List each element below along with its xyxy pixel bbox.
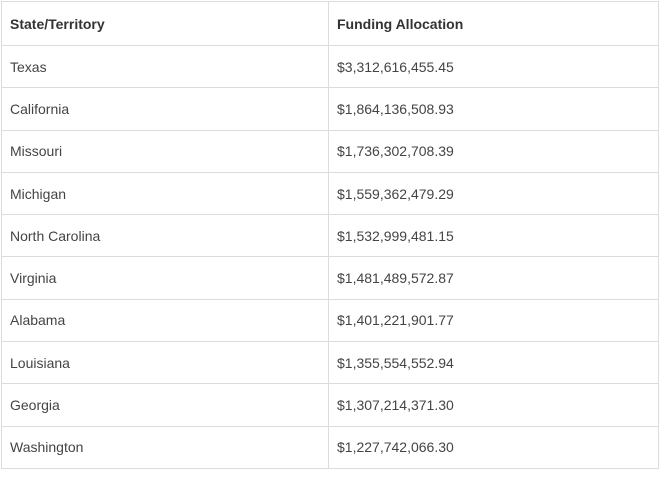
- table-row: Missouri $1,736,302,708.39: [1, 129, 659, 173]
- header-row: State/Territory Funding Allocation: [1, 1, 659, 46]
- state-cell: Louisiana: [1, 341, 329, 385]
- header-cell: State/Territory: [1, 1, 329, 46]
- state-cell: Virginia: [1, 256, 329, 300]
- state-cell: North Carolina: [1, 214, 329, 258]
- table-row: Virginia $1,481,489,572.87: [1, 256, 659, 300]
- state-cell: Georgia: [1, 383, 329, 427]
- state-cell: Michigan: [1, 171, 329, 216]
- table-row: California $1,864,136,508.93: [1, 87, 659, 131]
- table-row: Georgia $1,307,214,371.30: [1, 383, 659, 427]
- funding-cell: $1,559,362,479.29: [328, 171, 659, 216]
- table-row: Alabama $1,401,221,901.77: [1, 298, 659, 343]
- state-cell: Alabama: [1, 298, 329, 343]
- state-cell: Texas: [1, 44, 329, 89]
- funding-cell: $1,864,136,508.93: [328, 87, 659, 131]
- table-row: Washington $1,227,742,066.30: [1, 425, 659, 469]
- table-row: Louisiana $1,355,554,552.94: [1, 341, 659, 385]
- funding-cell: $1,736,302,708.39: [328, 129, 659, 173]
- funding-cell: $1,532,999,481.15: [328, 214, 659, 258]
- funding-cell: $3,312,616,455.45: [328, 44, 659, 89]
- funding-table: State/Territory Funding Allocation Texas $…: [1, 1, 659, 469]
- funding-cell: $1,481,489,572.87: [328, 256, 659, 300]
- table-row: Michigan $1,559,362,479.29: [1, 171, 659, 216]
- funding-cell: $1,307,214,371.30: [328, 383, 659, 427]
- table-row: North Carolina $1,532,999,481.15: [1, 214, 659, 258]
- funding-cell: $1,401,221,901.77: [328, 298, 659, 343]
- state-cell: California: [1, 87, 329, 131]
- table-body: Texas $3,312,616,455.45 California $1,864,1…: [1, 44, 659, 469]
- table-head: State/Territory Funding Allocation: [1, 1, 659, 46]
- header-cell: Funding Allocation: [328, 1, 659, 46]
- state-cell: Washington: [1, 425, 329, 469]
- state-cell: Missouri: [1, 129, 329, 173]
- table-row: Texas $3,312,616,455.45: [1, 44, 659, 89]
- funding-cell: $1,355,554,552.94: [328, 341, 659, 385]
- funding-cell: $1,227,742,066.30: [328, 425, 659, 469]
